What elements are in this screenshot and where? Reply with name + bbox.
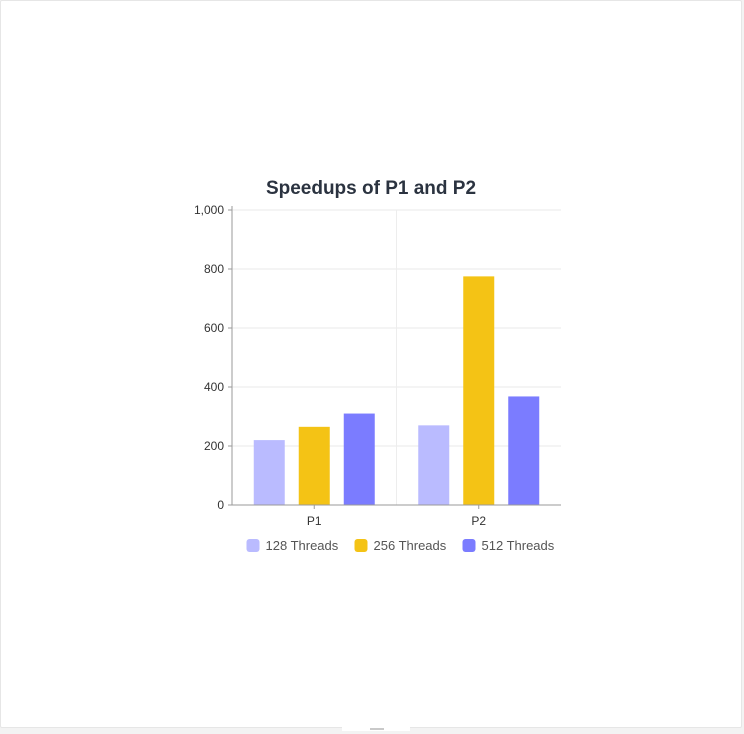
x-tick-label: P1 <box>307 514 322 528</box>
bar[interactable] <box>508 396 540 505</box>
chart-title: Speedups of P1 and P2 <box>266 178 476 199</box>
y-axis-ticks: 0 200 400 600 800 1,000 <box>194 203 224 512</box>
legend-item[interactable]: 128 Threads <box>246 538 339 553</box>
y-tick-label: 200 <box>204 439 224 453</box>
legend-label: 128 Threads <box>266 538 339 553</box>
legend-label: 512 Threads <box>482 538 555 553</box>
bar[interactable] <box>418 425 450 505</box>
bars <box>253 276 540 505</box>
resize-grip-icon[interactable] <box>370 728 384 730</box>
grid-lines <box>232 209 561 505</box>
y-tick-label: 1,000 <box>194 203 224 217</box>
y-tick-label: 0 <box>217 498 224 512</box>
legend-swatch <box>462 539 476 552</box>
legend-item[interactable]: 256 Threads <box>354 538 447 553</box>
bar[interactable] <box>253 440 285 505</box>
bar[interactable] <box>463 276 495 505</box>
bar[interactable] <box>298 426 330 505</box>
x-axis-ticks: P1 P2 <box>307 514 487 528</box>
axes <box>228 206 561 509</box>
legend-label: 256 Threads <box>374 538 447 553</box>
legend-swatch <box>354 539 368 552</box>
legend-swatch <box>246 539 260 552</box>
bar[interactable] <box>343 413 375 505</box>
legend: 128 Threads 256 Threads 512 Threads <box>246 538 555 553</box>
y-tick-label: 600 <box>204 321 224 335</box>
x-tick-label: P2 <box>471 514 486 528</box>
y-tick-label: 400 <box>204 380 224 394</box>
legend-item[interactable]: 512 Threads <box>462 538 555 553</box>
y-tick-label: 800 <box>204 262 224 276</box>
